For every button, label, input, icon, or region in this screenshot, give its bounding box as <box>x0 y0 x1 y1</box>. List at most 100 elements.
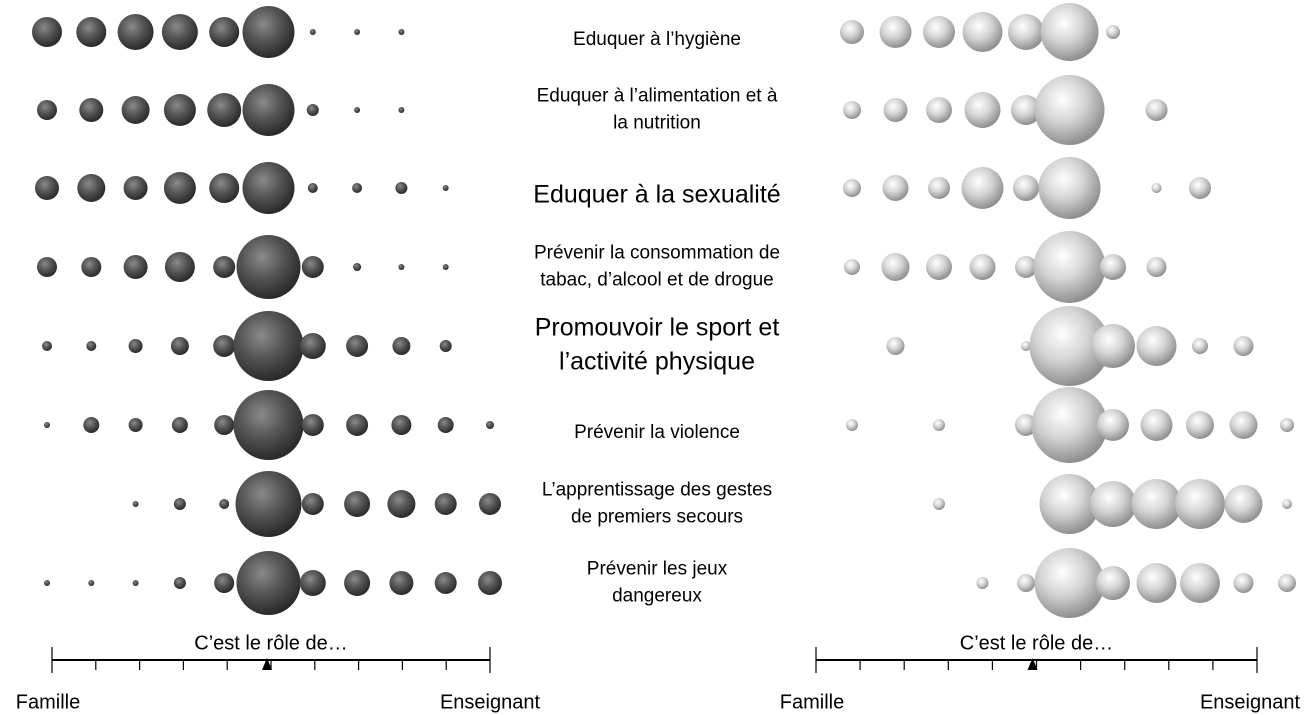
scale-marker <box>1027 658 1038 670</box>
bubble <box>933 419 945 431</box>
bubble <box>846 419 858 431</box>
bubble <box>1136 563 1177 603</box>
bubble <box>163 94 196 126</box>
bubble <box>926 97 952 123</box>
bubble <box>395 182 408 194</box>
bubble <box>964 92 1001 128</box>
bubble <box>387 490 416 518</box>
bubble <box>881 253 910 281</box>
bubble <box>301 256 324 278</box>
bubble <box>479 493 501 515</box>
bubble <box>83 417 100 433</box>
bubble <box>389 571 414 595</box>
row-label: L’apprentissage des gestes <box>542 480 772 501</box>
bubble <box>299 333 326 359</box>
bubble <box>1233 573 1254 593</box>
scale-right: Enseignant <box>1200 691 1301 713</box>
bubble <box>233 390 304 460</box>
bubble <box>434 493 457 515</box>
bubble <box>44 580 50 586</box>
bubble <box>398 107 405 113</box>
bubble <box>213 335 236 357</box>
row-label: Promouvoir le sport et <box>535 314 780 342</box>
bubble <box>352 183 363 193</box>
row-label: l’activité physique <box>559 348 755 376</box>
bubble <box>398 264 405 270</box>
bubble <box>442 185 449 191</box>
bubble <box>1175 479 1225 529</box>
bubble <box>437 417 454 433</box>
bubble <box>844 259 860 275</box>
bubble <box>161 14 198 50</box>
bubble <box>37 100 57 120</box>
bubble <box>1278 574 1296 592</box>
bubble <box>37 257 57 277</box>
bubble <box>128 418 143 432</box>
bubble <box>923 16 955 48</box>
bubble <box>1091 324 1135 368</box>
bubble <box>1192 338 1208 354</box>
bubble <box>354 107 361 113</box>
bubble <box>209 17 240 47</box>
bubble <box>1233 336 1254 356</box>
bubble <box>840 20 864 44</box>
bubble <box>164 252 195 282</box>
bubble <box>1145 99 1168 121</box>
bubble <box>961 167 1004 209</box>
bubble <box>1015 256 1037 278</box>
bubble <box>299 570 326 596</box>
row-label: Prévenir la consommation de <box>534 243 780 264</box>
bubble <box>1096 566 1130 600</box>
bubble <box>926 254 952 280</box>
bubble <box>344 491 371 517</box>
row-label: Eduquer à la sexualité <box>533 181 780 209</box>
scale-title: C’est le rôle de… <box>960 632 1113 654</box>
bubble <box>1015 414 1037 436</box>
bubble <box>1013 175 1039 201</box>
bubble <box>242 6 295 58</box>
bubble <box>1033 231 1106 303</box>
bubble <box>309 29 316 35</box>
bubble <box>79 98 104 122</box>
bubble <box>86 341 97 351</box>
bubble <box>1011 95 1041 125</box>
bubble <box>1229 411 1258 439</box>
bubble <box>173 577 186 589</box>
bubble <box>44 422 50 428</box>
scale-left: Famille <box>780 691 844 713</box>
bubble <box>882 175 909 201</box>
bubble <box>1189 177 1211 199</box>
bubble <box>1031 387 1108 463</box>
bubble <box>242 162 295 214</box>
bubble <box>883 98 908 122</box>
bubble <box>32 17 62 47</box>
bubble <box>1008 14 1044 50</box>
bubble <box>1017 574 1035 592</box>
bubble <box>1029 306 1110 386</box>
bubble <box>170 337 189 355</box>
bubble <box>843 179 861 197</box>
bubble <box>928 177 950 199</box>
bubble <box>207 93 242 127</box>
bubble <box>81 257 102 277</box>
bubble <box>214 573 235 593</box>
bubble <box>1151 183 1162 193</box>
row-label: Prévenir les jeux <box>587 559 728 580</box>
bubble <box>219 499 230 509</box>
bubble <box>123 255 148 279</box>
bubble <box>346 335 369 357</box>
bubble <box>235 471 302 537</box>
bubble <box>1280 418 1294 432</box>
bubble <box>391 415 412 435</box>
bubble <box>344 570 371 596</box>
bubble <box>346 414 369 436</box>
bubble <box>77 174 106 202</box>
bubble <box>301 493 324 515</box>
bubble <box>242 84 295 136</box>
bubble <box>117 14 154 50</box>
bubble <box>1021 341 1031 351</box>
bubble <box>1282 499 1292 509</box>
bubble <box>236 551 301 615</box>
bubble <box>976 577 989 589</box>
bubble <box>1106 25 1120 39</box>
